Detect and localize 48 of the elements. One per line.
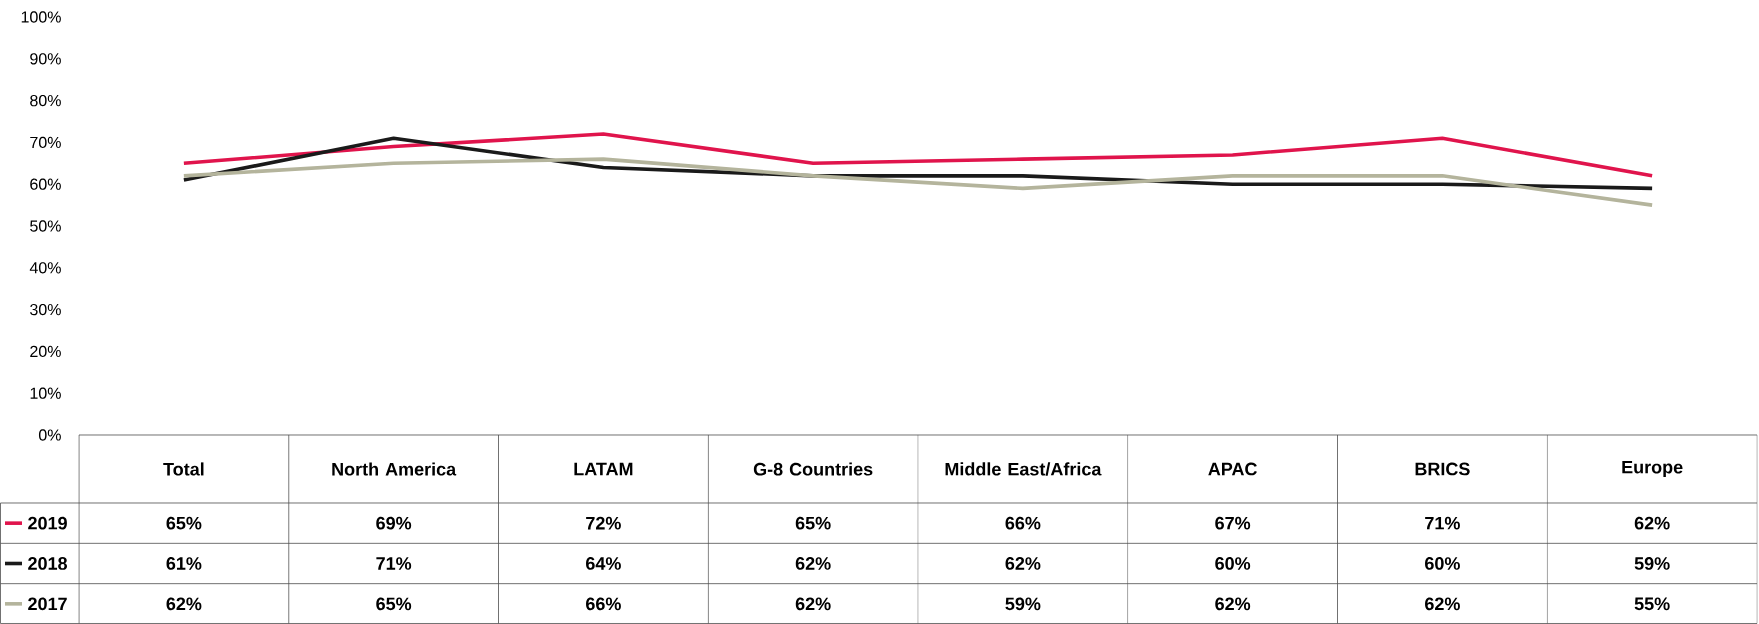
y-tick-label: 70% <box>30 136 61 149</box>
y-tick-label: 0% <box>38 429 61 441</box>
data-label: 62% <box>166 597 202 611</box>
data-label: 72% <box>586 516 621 530</box>
y-tick-label: 80% <box>30 94 61 107</box>
x-tick-label: LATAM <box>574 462 633 476</box>
data-label: 71% <box>1425 516 1460 530</box>
x-tick-label: North America <box>332 462 457 476</box>
y-tick-label: 90% <box>30 53 61 65</box>
data-label: 61% <box>166 557 202 570</box>
x-tick-label: APAC <box>1208 462 1257 476</box>
data-label: 60% <box>1215 557 1251 570</box>
data-label: 66% <box>1005 516 1041 530</box>
y-tick-label: 100% <box>21 11 61 23</box>
data-label: 65% <box>166 516 202 530</box>
data-label: 62% <box>1005 557 1041 570</box>
data-label: 62% <box>795 597 831 611</box>
data-label: 55% <box>1634 597 1670 611</box>
y-tick-label: 60% <box>30 178 61 190</box>
data-label: 71% <box>376 557 412 570</box>
y-tick-label: 10% <box>30 387 61 399</box>
data-label: 65% <box>795 516 831 530</box>
data-label: 62% <box>1215 597 1251 611</box>
data-label: 59% <box>1634 557 1670 570</box>
data-label: 60% <box>1425 557 1460 570</box>
data-label: 62% <box>1425 597 1460 611</box>
line-series <box>182 157 1654 207</box>
x-tick-label: Total <box>163 462 204 476</box>
y-tick-label: 30% <box>30 303 61 316</box>
data-label: 64% <box>586 557 621 570</box>
data-label: 62% <box>795 557 831 570</box>
line-series <box>182 132 1654 178</box>
data-label: 67% <box>1215 516 1251 530</box>
data-label: 69% <box>376 516 412 530</box>
x-tick-label: Europe <box>1622 460 1683 478</box>
x-tick-label: Middle East/Africa <box>945 462 1102 476</box>
y-tick-label: 50% <box>30 220 61 232</box>
legend-label: 2017 <box>28 597 67 611</box>
data-label: 65% <box>376 597 412 611</box>
x-tick-label: G-8 Countries <box>753 462 873 476</box>
x-tick-label: BRICS <box>1415 462 1470 476</box>
legend-label: 2019 <box>28 516 67 530</box>
data-label: 59% <box>1005 597 1041 611</box>
data-label: 66% <box>586 597 621 611</box>
data-label: 62% <box>1634 516 1670 530</box>
legend-label: 2018 <box>28 557 68 570</box>
y-tick-label: 40% <box>29 262 61 274</box>
y-tick-label: 20% <box>30 345 61 358</box>
